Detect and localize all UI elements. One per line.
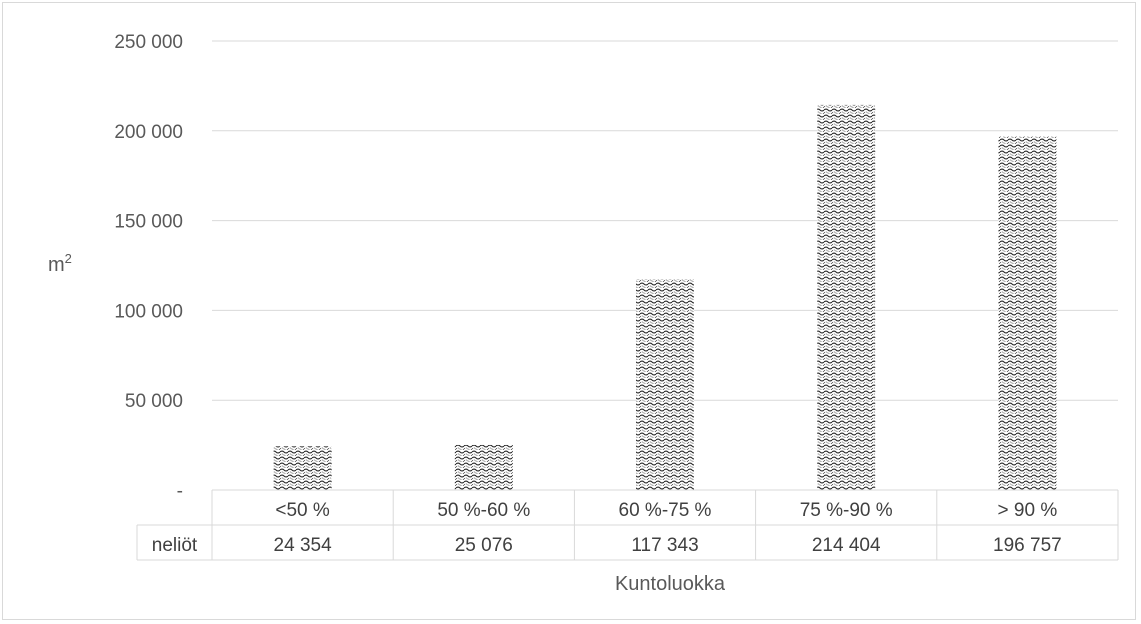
- data-table-value: 196 757: [993, 535, 1062, 556]
- bars: [273, 104, 1057, 490]
- bar: [273, 446, 332, 490]
- y-tick-label: 50 000: [125, 391, 183, 412]
- data-table: <50 % 24 354 50 %-60 % 25 076 60 %-75 % 117 3…: [136, 489, 1119, 561]
- x-tick-label: 75 %-90 %: [800, 500, 893, 521]
- bar: [636, 279, 694, 490]
- x-tick-label: 50 %-60 %: [437, 500, 530, 521]
- x-tick-label: <50 %: [275, 500, 330, 521]
- y-tick-label: 150 000: [114, 212, 183, 233]
- y-axis-tick-labels: - 50 000 100 000 150 000 200 000 250 000: [114, 32, 183, 502]
- bar: [817, 104, 876, 490]
- y-axis-title: m2: [48, 251, 72, 276]
- y-tick-label: 100 000: [114, 301, 183, 322]
- x-tick-label: > 90 %: [998, 500, 1058, 521]
- bar: [998, 136, 1057, 490]
- data-table-row-label: neliöt: [152, 535, 198, 556]
- y-tick-label: 200 000: [114, 122, 183, 143]
- data-table-value: 214 404: [812, 535, 881, 556]
- x-tick-label: 60 %-75 %: [619, 500, 712, 521]
- y-tick-label: -: [177, 481, 183, 502]
- x-axis-title: Kuntoluokka: [615, 573, 726, 595]
- y-tick-label: 250 000: [114, 32, 183, 53]
- data-table-value: 24 354: [274, 535, 333, 556]
- data-table-value: 25 076: [455, 535, 513, 556]
- bar: [454, 444, 513, 490]
- data-table-value: 117 343: [631, 535, 698, 556]
